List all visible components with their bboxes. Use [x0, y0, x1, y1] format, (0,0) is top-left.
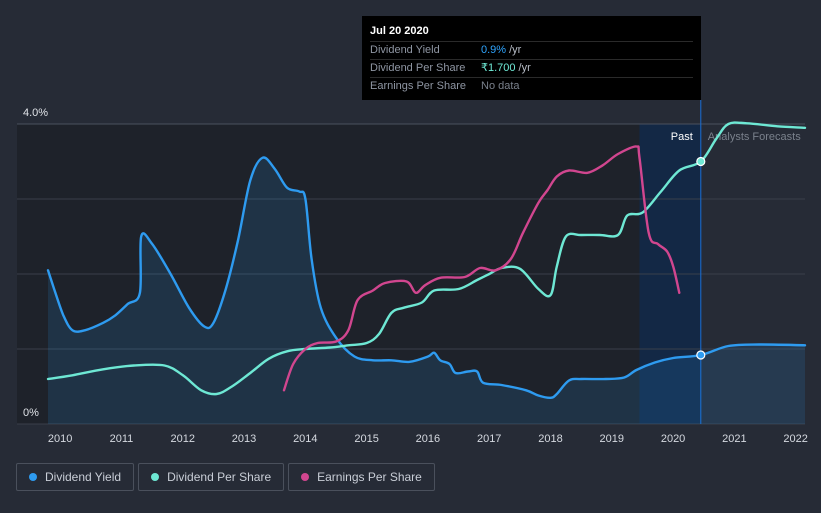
legend-dot: [151, 473, 160, 481]
x-tick-label: 2010: [48, 433, 72, 445]
tooltip-row-earnings-per-share: Earnings Per Share No data: [370, 77, 693, 95]
tooltip-label: Dividend Per Share: [370, 62, 466, 74]
tooltip-unit: /yr: [509, 44, 522, 56]
legend-dot: [301, 473, 310, 481]
tooltip-row-dividend-per-share: Dividend Per Share ₹1.700 /yr: [370, 59, 693, 77]
x-tick-label: 2021: [722, 433, 746, 445]
legend-dot: [29, 473, 37, 481]
tooltip-value: No data: [481, 80, 520, 92]
tooltip: Jul 20 2020 Dividend Yield 0.9% /yr Divi…: [362, 16, 701, 100]
x-tick-label: 2022: [783, 433, 807, 445]
x-tick-label: 2019: [600, 433, 624, 445]
series-line-earnings-per-share: [282, 145, 681, 392]
marker-point: [696, 156, 706, 167]
tooltip-unit: /yr: [518, 62, 531, 74]
past-label: Past: [671, 131, 693, 143]
series-line-dividend-yield: [46, 156, 807, 400]
legend-item-earnings-per-share[interactable]: Earnings Per Share: [288, 463, 435, 491]
legend-item-dividend-yield[interactable]: Dividend Yield: [16, 463, 135, 491]
x-tick-label: 2012: [170, 433, 194, 445]
tooltip-label: Dividend Yield: [370, 44, 440, 56]
legend-label: Earnings Per Share: [317, 470, 422, 484]
y-tick-label: 4.0%: [23, 107, 48, 119]
series-line-dividend-per-share: [46, 121, 807, 396]
x-tick-label: 2016: [416, 433, 440, 445]
x-tick-label: 2015: [354, 433, 378, 445]
tooltip-value: 0.9%: [481, 44, 507, 56]
legend: Dividend Yield Dividend Per Share Earnin…: [16, 463, 435, 491]
tooltip-date: Jul 20 2020: [370, 25, 429, 37]
x-tick-label: 2011: [110, 433, 134, 445]
legend-item-dividend-per-share[interactable]: Dividend Per Share: [138, 463, 285, 491]
legend-label: Dividend Per Share: [167, 470, 272, 484]
x-tick-label: 2020: [661, 433, 685, 445]
x-tick-label: 2014: [293, 433, 317, 445]
marker-point: [696, 350, 706, 360]
x-tick-label: 2013: [232, 433, 256, 445]
forecast-label: Analysts Forecasts: [708, 131, 801, 143]
tooltip-label: Earnings Per Share: [370, 80, 466, 92]
y-tick-label: 0%: [23, 407, 39, 419]
tooltip-value: ₹1.700: [481, 62, 516, 74]
legend-label: Dividend Yield: [45, 470, 122, 484]
tooltip-row-dividend-yield: Dividend Yield 0.9% /yr: [370, 41, 693, 59]
x-tick-label: 2018: [538, 433, 562, 445]
series-area-dividend-yield: [48, 157, 805, 424]
x-tick-label: 2017: [477, 433, 501, 445]
